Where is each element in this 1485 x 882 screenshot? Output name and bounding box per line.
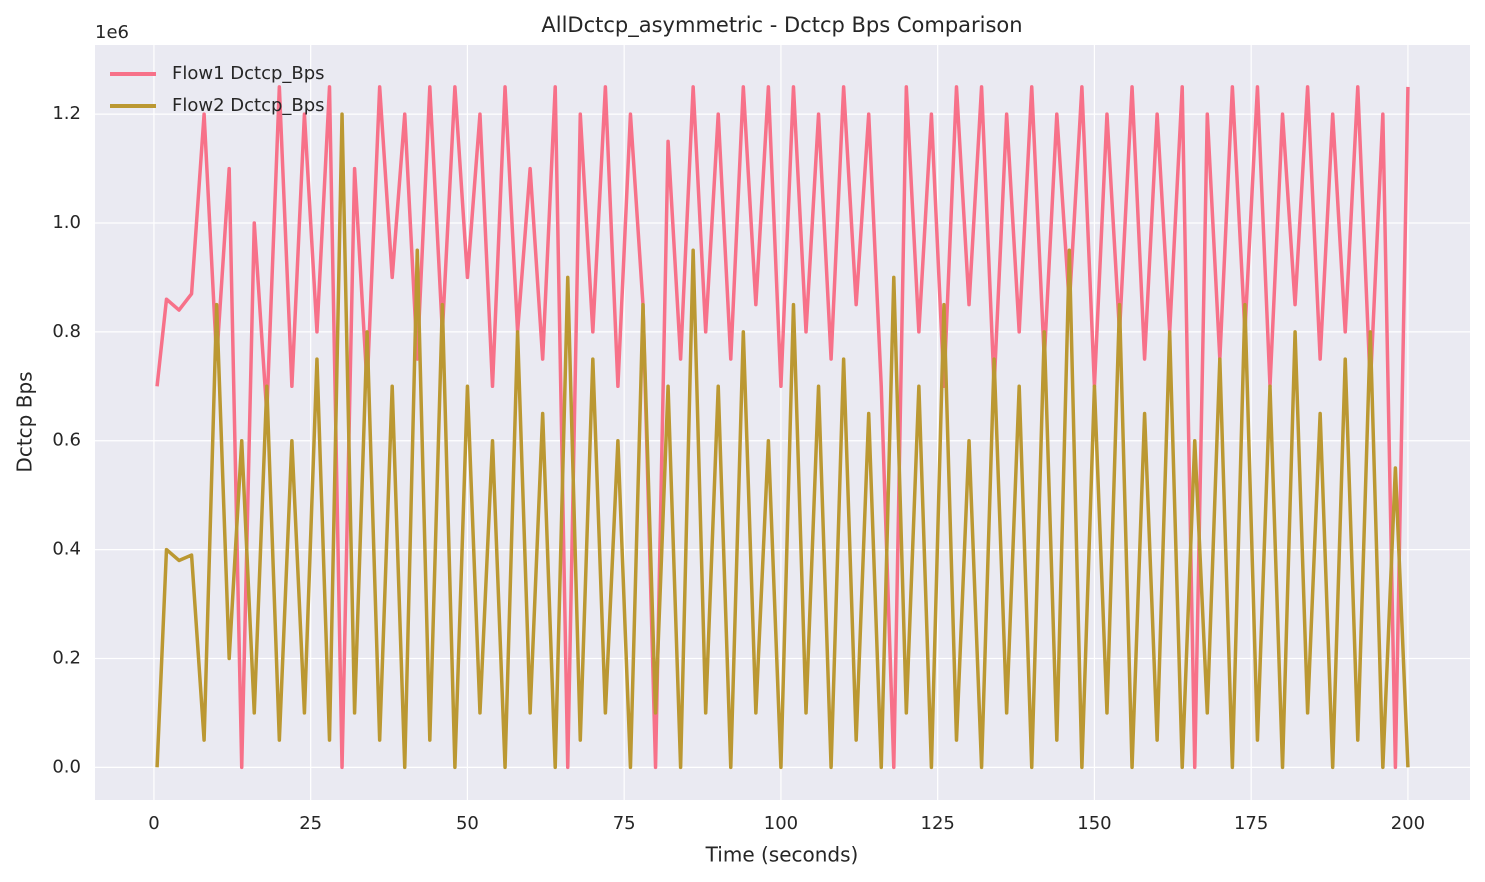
x-axis-label: Time (seconds) xyxy=(705,843,859,867)
x-tick-label: 75 xyxy=(613,813,636,834)
legend-label: Flow2 Dctcp_Bps xyxy=(172,95,325,116)
series-line xyxy=(155,112,1410,770)
chart-title: AllDctcp_asymmetric - Dctcp Bps Comparis… xyxy=(541,13,1022,38)
y-axis-label: Dctcp Bps xyxy=(13,371,37,472)
x-tick-label: 200 xyxy=(1391,813,1425,834)
x-tick-label: 150 xyxy=(1077,813,1111,834)
y-offset-label: 1e6 xyxy=(95,22,129,43)
x-tick-label: 25 xyxy=(299,813,322,834)
x-tick-label: 125 xyxy=(921,813,955,834)
legend-label: Flow1 Dctcp_Bps xyxy=(172,63,325,84)
x-tick-label: 175 xyxy=(1234,813,1268,834)
y-tick-label: 1.2 xyxy=(52,103,81,124)
legend: Flow1 Dctcp_Bps Flow2 Dctcp_Bps xyxy=(110,63,325,116)
x-tick-label: 50 xyxy=(456,813,479,834)
y-tick-label: 0.2 xyxy=(52,647,81,668)
x-tick-label: 100 xyxy=(764,813,798,834)
y-tick-label: 0.6 xyxy=(52,430,81,451)
lines xyxy=(155,85,1410,770)
y-tick-label: 0.0 xyxy=(52,756,81,777)
x-tick-label: 0 xyxy=(148,813,159,834)
y-tick-label: 0.8 xyxy=(52,321,81,342)
y-tick-label: 1.0 xyxy=(52,212,81,233)
y-tick-label: 0.4 xyxy=(52,539,81,560)
